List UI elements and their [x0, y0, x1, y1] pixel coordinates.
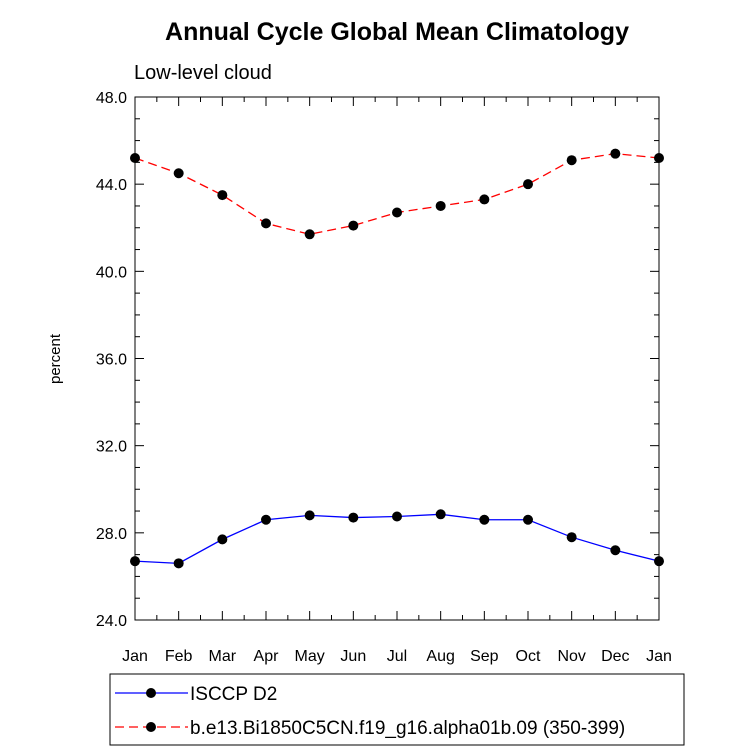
y-tick-label: 36.0	[96, 352, 127, 369]
data-point	[523, 514, 533, 525]
data-point	[130, 153, 140, 164]
data-point	[392, 511, 402, 522]
x-tick-label: Feb	[165, 648, 193, 665]
data-point	[173, 558, 184, 569]
x-tick-label: Apr	[254, 648, 280, 665]
y-tick-label: 40.0	[96, 264, 127, 281]
y-tick-label: 44.0	[96, 177, 127, 194]
data-point	[217, 534, 228, 545]
y-tick-label: 32.0	[96, 439, 127, 456]
data-point	[610, 545, 621, 556]
data-point	[173, 168, 184, 179]
y-tick-label: 48.0	[96, 90, 127, 107]
data-point	[348, 220, 359, 231]
plot-frame	[134, 96, 660, 621]
series-line	[134, 513, 660, 565]
legend-box	[109, 673, 685, 746]
data-point	[479, 514, 490, 525]
data-point	[566, 155, 577, 166]
y-tick-label: 28.0	[96, 526, 127, 543]
plot-area: 24.0 28.0 32.0 36.0 40.0 44.0 48.0 Jan Feb Mar Apr…	[96, 90, 672, 665]
x-tick-label: Jul	[387, 648, 407, 665]
legend-label: ISCCP D2	[190, 684, 277, 705]
legend-label: b.e13.Bi1850C5CN.f19_g16.alpha01b.09 (35…	[190, 718, 625, 739]
x-tick-label: Aug	[426, 648, 454, 665]
data-point	[304, 510, 315, 521]
data-point	[348, 512, 359, 523]
y-axis-label: percent	[47, 333, 64, 384]
x-tick-label: Jan	[646, 648, 672, 665]
x-tick-label: Jun	[340, 648, 366, 665]
data-point	[435, 509, 446, 520]
y-tick-label: 24.0	[96, 613, 127, 630]
data-point	[261, 218, 271, 229]
legend-marker	[146, 722, 156, 732]
legend-marker	[146, 688, 156, 698]
x-tick-label: Sep	[470, 648, 499, 665]
data-point	[654, 153, 664, 164]
chart-subtitle: Low-level cloud	[134, 62, 272, 84]
legend: ISCCP D2 b.e13.Bi1850C5CN.f19_g16.alpha01…	[109, 673, 685, 746]
data-point	[654, 556, 664, 567]
data-point	[523, 179, 533, 190]
x-tick-label: May	[295, 648, 325, 665]
data-point	[566, 532, 577, 543]
data-point	[304, 229, 315, 240]
x-tick-label: Jan	[122, 648, 148, 665]
x-tick-label: Oct	[516, 648, 541, 665]
data-point	[261, 514, 271, 525]
data-point	[435, 200, 446, 211]
x-tick-label: Mar	[209, 648, 237, 665]
x-tick-label: Nov	[557, 648, 585, 665]
series-line	[134, 153, 660, 235]
data-point	[130, 556, 140, 567]
data-point	[217, 190, 228, 201]
x-tick-label: Dec	[601, 648, 629, 665]
data-point	[479, 194, 490, 205]
data-point	[610, 148, 621, 159]
data-point	[392, 207, 402, 218]
chart-title: Annual Cycle Global Mean Climatology	[165, 18, 629, 46]
